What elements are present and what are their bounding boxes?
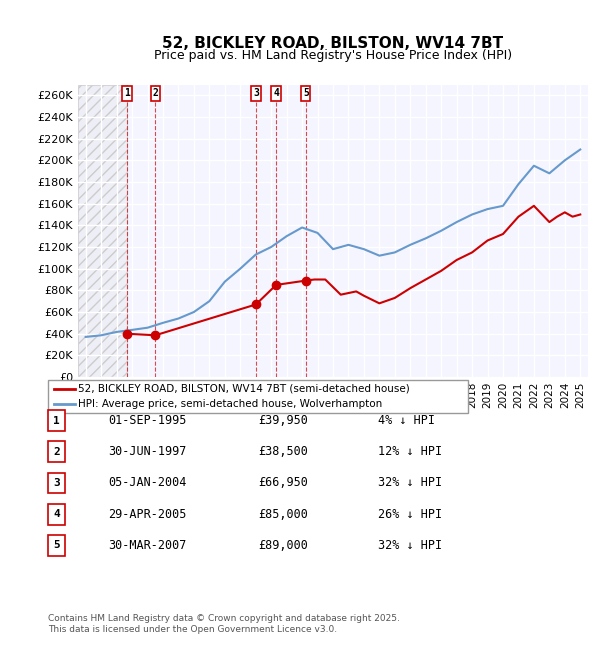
Text: 3: 3 [253,88,259,98]
Text: 52, BICKLEY ROAD, BILSTON, WV14 7BT: 52, BICKLEY ROAD, BILSTON, WV14 7BT [163,36,503,51]
FancyBboxPatch shape [251,86,260,101]
Text: 26% ↓ HPI: 26% ↓ HPI [378,508,442,521]
Text: 32% ↓ HPI: 32% ↓ HPI [378,539,442,552]
Text: £89,000: £89,000 [258,539,308,552]
Text: £39,950: £39,950 [258,414,308,427]
Text: Contains HM Land Registry data © Crown copyright and database right 2025.
This d: Contains HM Land Registry data © Crown c… [48,614,400,634]
FancyBboxPatch shape [151,86,160,101]
FancyBboxPatch shape [301,86,310,101]
Text: 1: 1 [124,88,130,98]
Text: 29-APR-2005: 29-APR-2005 [108,508,187,521]
Text: 30-MAR-2007: 30-MAR-2007 [108,539,187,552]
Text: 4: 4 [53,509,60,519]
Text: Price paid vs. HM Land Registry's House Price Index (HPI): Price paid vs. HM Land Registry's House … [154,49,512,62]
FancyBboxPatch shape [122,86,131,101]
Bar [78,84,127,377]
Text: 32% ↓ HPI: 32% ↓ HPI [378,476,442,489]
Text: HPI: Average price, semi-detached house, Wolverhampton: HPI: Average price, semi-detached house,… [78,399,382,410]
Text: 52, BICKLEY ROAD, BILSTON, WV14 7BT (semi-detached house): 52, BICKLEY ROAD, BILSTON, WV14 7BT (sem… [78,384,410,394]
Text: 1: 1 [53,415,60,426]
Text: £85,000: £85,000 [258,508,308,521]
Text: 4% ↓ HPI: 4% ↓ HPI [378,414,435,427]
Bar [78,84,127,377]
Text: 3: 3 [53,478,60,488]
Text: 2: 2 [152,88,158,98]
Text: 2: 2 [53,447,60,457]
Text: 30-JUN-1997: 30-JUN-1997 [108,445,187,458]
Text: 5: 5 [53,540,60,551]
Text: 12% ↓ HPI: 12% ↓ HPI [378,445,442,458]
Text: 5: 5 [303,88,309,98]
Text: £38,500: £38,500 [258,445,308,458]
FancyBboxPatch shape [271,86,281,101]
Text: 4: 4 [273,88,279,98]
Text: £66,950: £66,950 [258,476,308,489]
Text: 05-JAN-2004: 05-JAN-2004 [108,476,187,489]
Text: 01-SEP-1995: 01-SEP-1995 [108,414,187,427]
